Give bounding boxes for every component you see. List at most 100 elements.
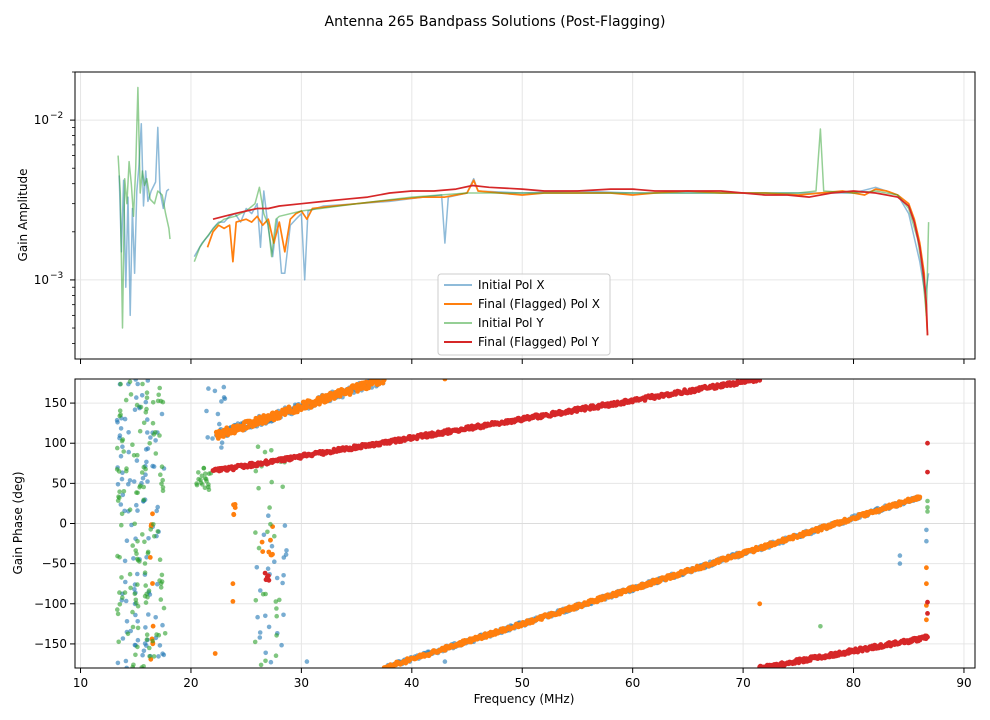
phase-point [230,599,236,604]
phase-point [118,453,124,459]
phase-point [270,551,275,557]
phase-y-tick-label: −50 [42,557,67,571]
phase-point [159,411,165,417]
phase-point [147,555,153,560]
phase-point [279,642,284,648]
phase-point [121,449,126,454]
phase-point [257,635,263,640]
x-axis-label: Frequency (MHz) [474,692,575,706]
phase-point [202,485,208,491]
phase-point [119,575,124,580]
phase-point [157,385,162,391]
phase-point [153,615,158,620]
phase-point [263,613,268,619]
phase-point [232,502,238,507]
legend-entry-final-x: Final (Flagged) Pol X [478,297,600,311]
phase-point [281,612,286,618]
phase-point [135,625,141,631]
phase-point [118,381,123,387]
phase-point [152,534,157,539]
phase-point [142,561,148,566]
phase-point [256,545,262,551]
phase-point [151,464,157,469]
phase-point [137,559,142,564]
phase-point [221,384,227,390]
phase-point [130,624,136,630]
phase-y-label: Gain Phase (deg) [11,471,25,574]
phase-point [125,631,131,637]
phase-point [157,578,162,583]
phase-point [219,399,224,404]
amp-y-tick-exponent: −3 [50,271,63,281]
phase-point [263,650,269,656]
legend-entry-initial-y: Initial Pol Y [478,316,544,330]
phase-point [215,411,221,417]
x-tick-label: 30 [294,676,309,690]
phase-point [153,438,158,443]
phase-point [274,575,280,581]
phase-point [203,471,208,477]
phase-point [925,440,930,446]
phase-point [116,469,122,474]
phase-point [925,634,930,640]
phase-point [157,433,162,438]
phase-point [206,386,211,391]
phase-point [143,600,149,605]
phase-point [124,538,130,543]
amp-y-tick-label: 10 [34,113,49,127]
phase-point [230,581,236,587]
phase-point [144,406,149,412]
phase-point [269,479,275,485]
phase-point [117,555,122,560]
legend: Initial Pol X Final (Flagged) Pol X Init… [437,273,611,356]
phase-point [262,449,268,455]
phase-point [155,398,161,404]
phase-point [160,477,165,483]
phase-point [143,472,148,478]
phase-point [133,612,138,618]
phase-point [158,597,164,602]
phase-point [132,521,137,527]
phase-point [198,480,204,486]
phase-point [155,529,161,534]
phase-point [221,434,226,439]
phase-ticks: −150 −100 −50 0 50 100 150 [34,396,75,651]
phase-point [156,654,161,659]
phase-point [442,379,448,382]
phase-point [924,581,929,587]
phase-point [160,622,165,628]
phase-point [130,543,135,548]
phase-point [818,624,823,629]
phase-point [442,659,448,664]
phase-point [127,571,133,577]
phase-point [137,428,143,434]
phase-point [281,555,287,560]
phase-point [263,577,269,583]
x-tick-label: 40 [404,676,419,690]
phase-point [159,481,164,487]
figure-title: Antenna 265 Bandpass Solutions (Post-Fla… [325,14,666,30]
phase-point [143,583,148,588]
phase-point [158,585,164,590]
phase-point [151,522,156,527]
phase-point [144,555,149,560]
phase-point [121,489,127,494]
phase-point [925,498,930,504]
phase-point [130,609,135,615]
phase-point [133,548,138,553]
phase-series-pol-y_final [210,379,930,668]
phase-point [269,543,275,549]
phase-y-tick-label: 150 [44,396,67,410]
phase-point [120,595,125,600]
phase-point [120,492,126,498]
phase-point [273,653,279,658]
phase-point [266,573,271,579]
phase-point [143,466,148,472]
phase-point [155,581,160,587]
phase-point [132,591,138,597]
phase-point [201,465,207,471]
legend-entry-initial-x: Initial Pol X [478,278,545,292]
phase-point [142,539,147,545]
phase-point [348,389,354,394]
